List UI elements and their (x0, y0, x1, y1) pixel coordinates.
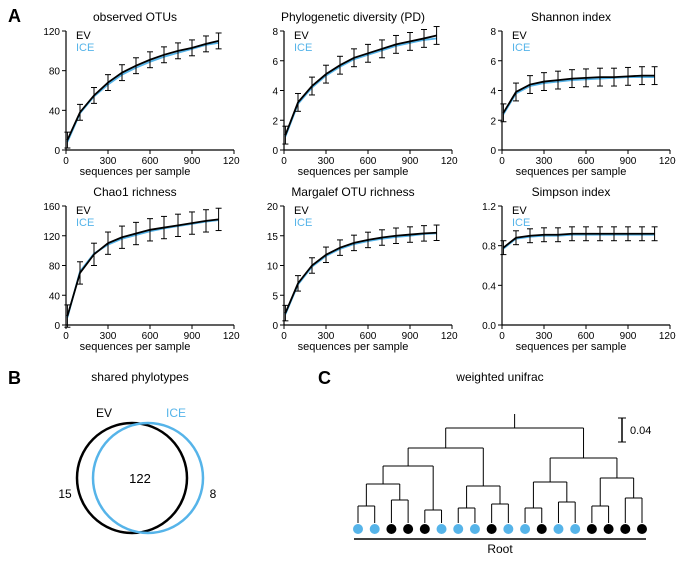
chart-svg: 0.00.40.81.203006009001200 (466, 200, 676, 355)
x-axis-label: sequences per sample (248, 341, 458, 353)
chart-svg: 0246803006009001200 (248, 25, 458, 180)
svg-text:6: 6 (272, 57, 278, 68)
venn-title: shared phylotypes (30, 370, 250, 384)
svg-text:2: 2 (272, 116, 278, 127)
panel-b: shared phylotypes EV ICE 122 15 8 (30, 370, 250, 563)
legend-ice: ICE (76, 42, 94, 54)
panel-label-a: A (8, 6, 21, 27)
svg-text:122: 122 (129, 471, 151, 486)
chart-legend: EVICE (76, 205, 94, 229)
chart-svg: 0408012003006009001200 (30, 25, 240, 180)
svg-text:0.8: 0.8 (482, 242, 496, 253)
chart-title: Phylogenetic diversity (PD) (248, 10, 458, 24)
legend-ice: ICE (76, 217, 94, 229)
chart-title: Simpson index (466, 185, 676, 199)
svg-text:8: 8 (490, 27, 496, 38)
chart-2: Shannon index0246803006009001200sequence… (466, 10, 676, 180)
svg-text:0: 0 (54, 146, 60, 157)
dendro-title: weighted unifrac (340, 370, 660, 384)
chart-1: Phylogenetic diversity (PD)0246803006009… (248, 10, 458, 180)
svg-text:ICE: ICE (166, 406, 186, 420)
svg-text:40: 40 (49, 291, 61, 302)
chart-0: observed OTUs0408012003006009001200seque… (30, 10, 240, 180)
chart-title: Margalef OTU richness (248, 185, 458, 199)
svg-text:Root: Root (487, 542, 513, 556)
chart-5: Simpson index0.00.40.81.203006009001200s… (466, 185, 676, 355)
legend-ev: EV (512, 205, 530, 217)
x-axis-label: sequences per sample (466, 341, 676, 353)
svg-text:1.2: 1.2 (482, 202, 496, 213)
chart-title: observed OTUs (30, 10, 240, 24)
x-axis-label: sequences per sample (466, 166, 676, 178)
svg-text:8: 8 (210, 487, 217, 501)
chart-legend: EVICE (512, 30, 530, 54)
chart-svg: 0510152003006009001200 (248, 200, 458, 355)
legend-ev: EV (76, 205, 94, 217)
svg-text:6: 6 (490, 57, 496, 68)
svg-text:EV: EV (96, 406, 112, 420)
legend-ev: EV (512, 30, 530, 42)
svg-text:5: 5 (272, 291, 278, 302)
chart-legend: EVICE (294, 205, 312, 229)
svg-text:80: 80 (49, 67, 61, 78)
svg-text:120: 120 (43, 27, 60, 38)
svg-text:20: 20 (267, 202, 279, 213)
legend-ev: EV (76, 30, 94, 42)
legend-ev: EV (294, 205, 312, 217)
chart-svg: 0246803006009001200 (466, 25, 676, 180)
svg-text:4: 4 (490, 87, 496, 98)
panel-c: weighted unifrac Root 0.04 (340, 370, 660, 563)
chart-title: Shannon index (466, 10, 676, 24)
svg-text:0: 0 (54, 321, 60, 332)
chart-legend: EVICE (76, 30, 94, 54)
venn-diagram: EV ICE 122 15 8 (30, 388, 250, 558)
legend-ice: ICE (512, 217, 530, 229)
dendrogram: Root 0.04 (340, 388, 660, 558)
chart-svg: 0408012016003006009001200 (30, 200, 240, 355)
panel-label-b: B (8, 368, 21, 389)
svg-text:15: 15 (58, 487, 72, 501)
legend-ice: ICE (294, 42, 312, 54)
svg-text:0.4: 0.4 (482, 281, 496, 292)
chart-title: Chao1 richness (30, 185, 240, 199)
svg-text:160: 160 (43, 202, 60, 213)
x-axis-label: sequences per sample (30, 166, 240, 178)
svg-text:80: 80 (49, 262, 61, 273)
legend-ev: EV (294, 30, 312, 42)
svg-text:0: 0 (272, 146, 278, 157)
x-axis-label: sequences per sample (248, 166, 458, 178)
panel-a-chart-grid: observed OTUs0408012003006009001200seque… (30, 10, 676, 355)
chart-4: Margalef OTU richness0510152003006009001… (248, 185, 458, 355)
svg-text:8: 8 (272, 27, 278, 38)
legend-ice: ICE (294, 217, 312, 229)
chart-3: Chao1 richness0408012016003006009001200s… (30, 185, 240, 355)
chart-legend: EVICE (294, 30, 312, 54)
svg-text:0.0: 0.0 (482, 321, 496, 332)
legend-ice: ICE (512, 42, 530, 54)
x-axis-label: sequences per sample (30, 341, 240, 353)
svg-text:0: 0 (272, 321, 278, 332)
chart-legend: EVICE (512, 205, 530, 229)
svg-text:0.04: 0.04 (630, 425, 651, 437)
panel-label-c: C (318, 368, 331, 389)
svg-text:15: 15 (267, 232, 279, 243)
svg-text:40: 40 (49, 106, 61, 117)
svg-text:120: 120 (43, 232, 60, 243)
svg-text:10: 10 (267, 262, 279, 273)
svg-text:0: 0 (490, 146, 496, 157)
svg-text:2: 2 (490, 116, 496, 127)
svg-text:4: 4 (272, 87, 278, 98)
